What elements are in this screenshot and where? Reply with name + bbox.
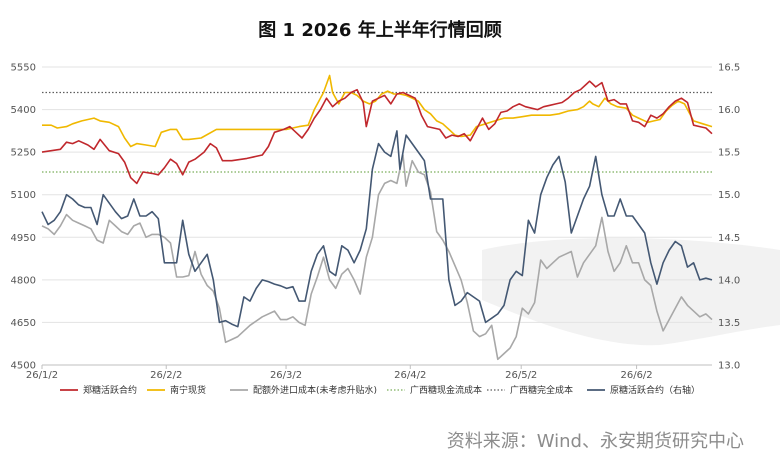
legend-label: 南宁现货 [170,384,206,396]
y-right-tick-label: 13.0 [718,361,740,372]
x-tick-label: 26/2/2 [150,370,182,381]
series-line [41,154,713,361]
y-left-tick-label: 4950 [11,233,36,244]
y-right-tick-label: 16.5 [718,63,740,74]
legend-label: 郑糖活跃合约 [83,384,137,396]
axis-labels: 4500 4650 4800 4950 5100 5250 5400 5550 13.0 13.5… [11,63,741,382]
series-line [41,80,713,185]
y-left-tick-label: 5550 [11,63,36,74]
y-left-tick-label: 4800 [11,275,36,286]
legend-label: 原糖活跃合约（右轴） [610,384,700,396]
x-tick-label: 26/4/2 [394,370,426,381]
y-right-tick-label: 14.5 [718,233,740,244]
x-tick-label: 26/3/2 [270,370,302,381]
y-left-tick-label: 4500 [11,361,36,372]
chart-title: 图 1 2026 年上半年行情回顾 [258,19,501,41]
series-group [41,74,713,361]
y-right-tick-label: 14.0 [718,275,740,286]
legend-label: 广西糖现金流成本 [410,384,482,396]
x-tick-label: 26/6/2 [620,370,652,381]
legend-label: 广西糖完全成本 [510,384,573,396]
y-left-tick-label: 5250 [11,148,36,159]
y-right-tick-label: 16.0 [718,105,740,116]
legend-label: 配额外进口成本(未考虑升贴水) [253,384,377,396]
y-left-tick-label: 5100 [11,190,36,201]
legend: 郑糖活跃合约 南宁现货 配额外进口成本(未考虑升贴水) 广西糖现金流成本 广西糖完全成本… [60,384,700,396]
source-note: 资料来源：Wind、永安期货研究中心 [447,431,744,452]
series-line [42,74,713,148]
y-left-tick-label: 4650 [11,318,36,329]
y-right-tick-label: 13.5 [718,318,740,329]
y-right-tick-label: 15.0 [718,190,740,201]
y-right-tick-label: 15.5 [718,148,740,159]
series-line [41,130,713,328]
x-tick-label: 26/1/2 [26,370,58,381]
y-left-tick-label: 5400 [11,105,36,116]
watermark-shape [482,237,780,346]
x-tick-label: 26/5/2 [505,370,537,381]
